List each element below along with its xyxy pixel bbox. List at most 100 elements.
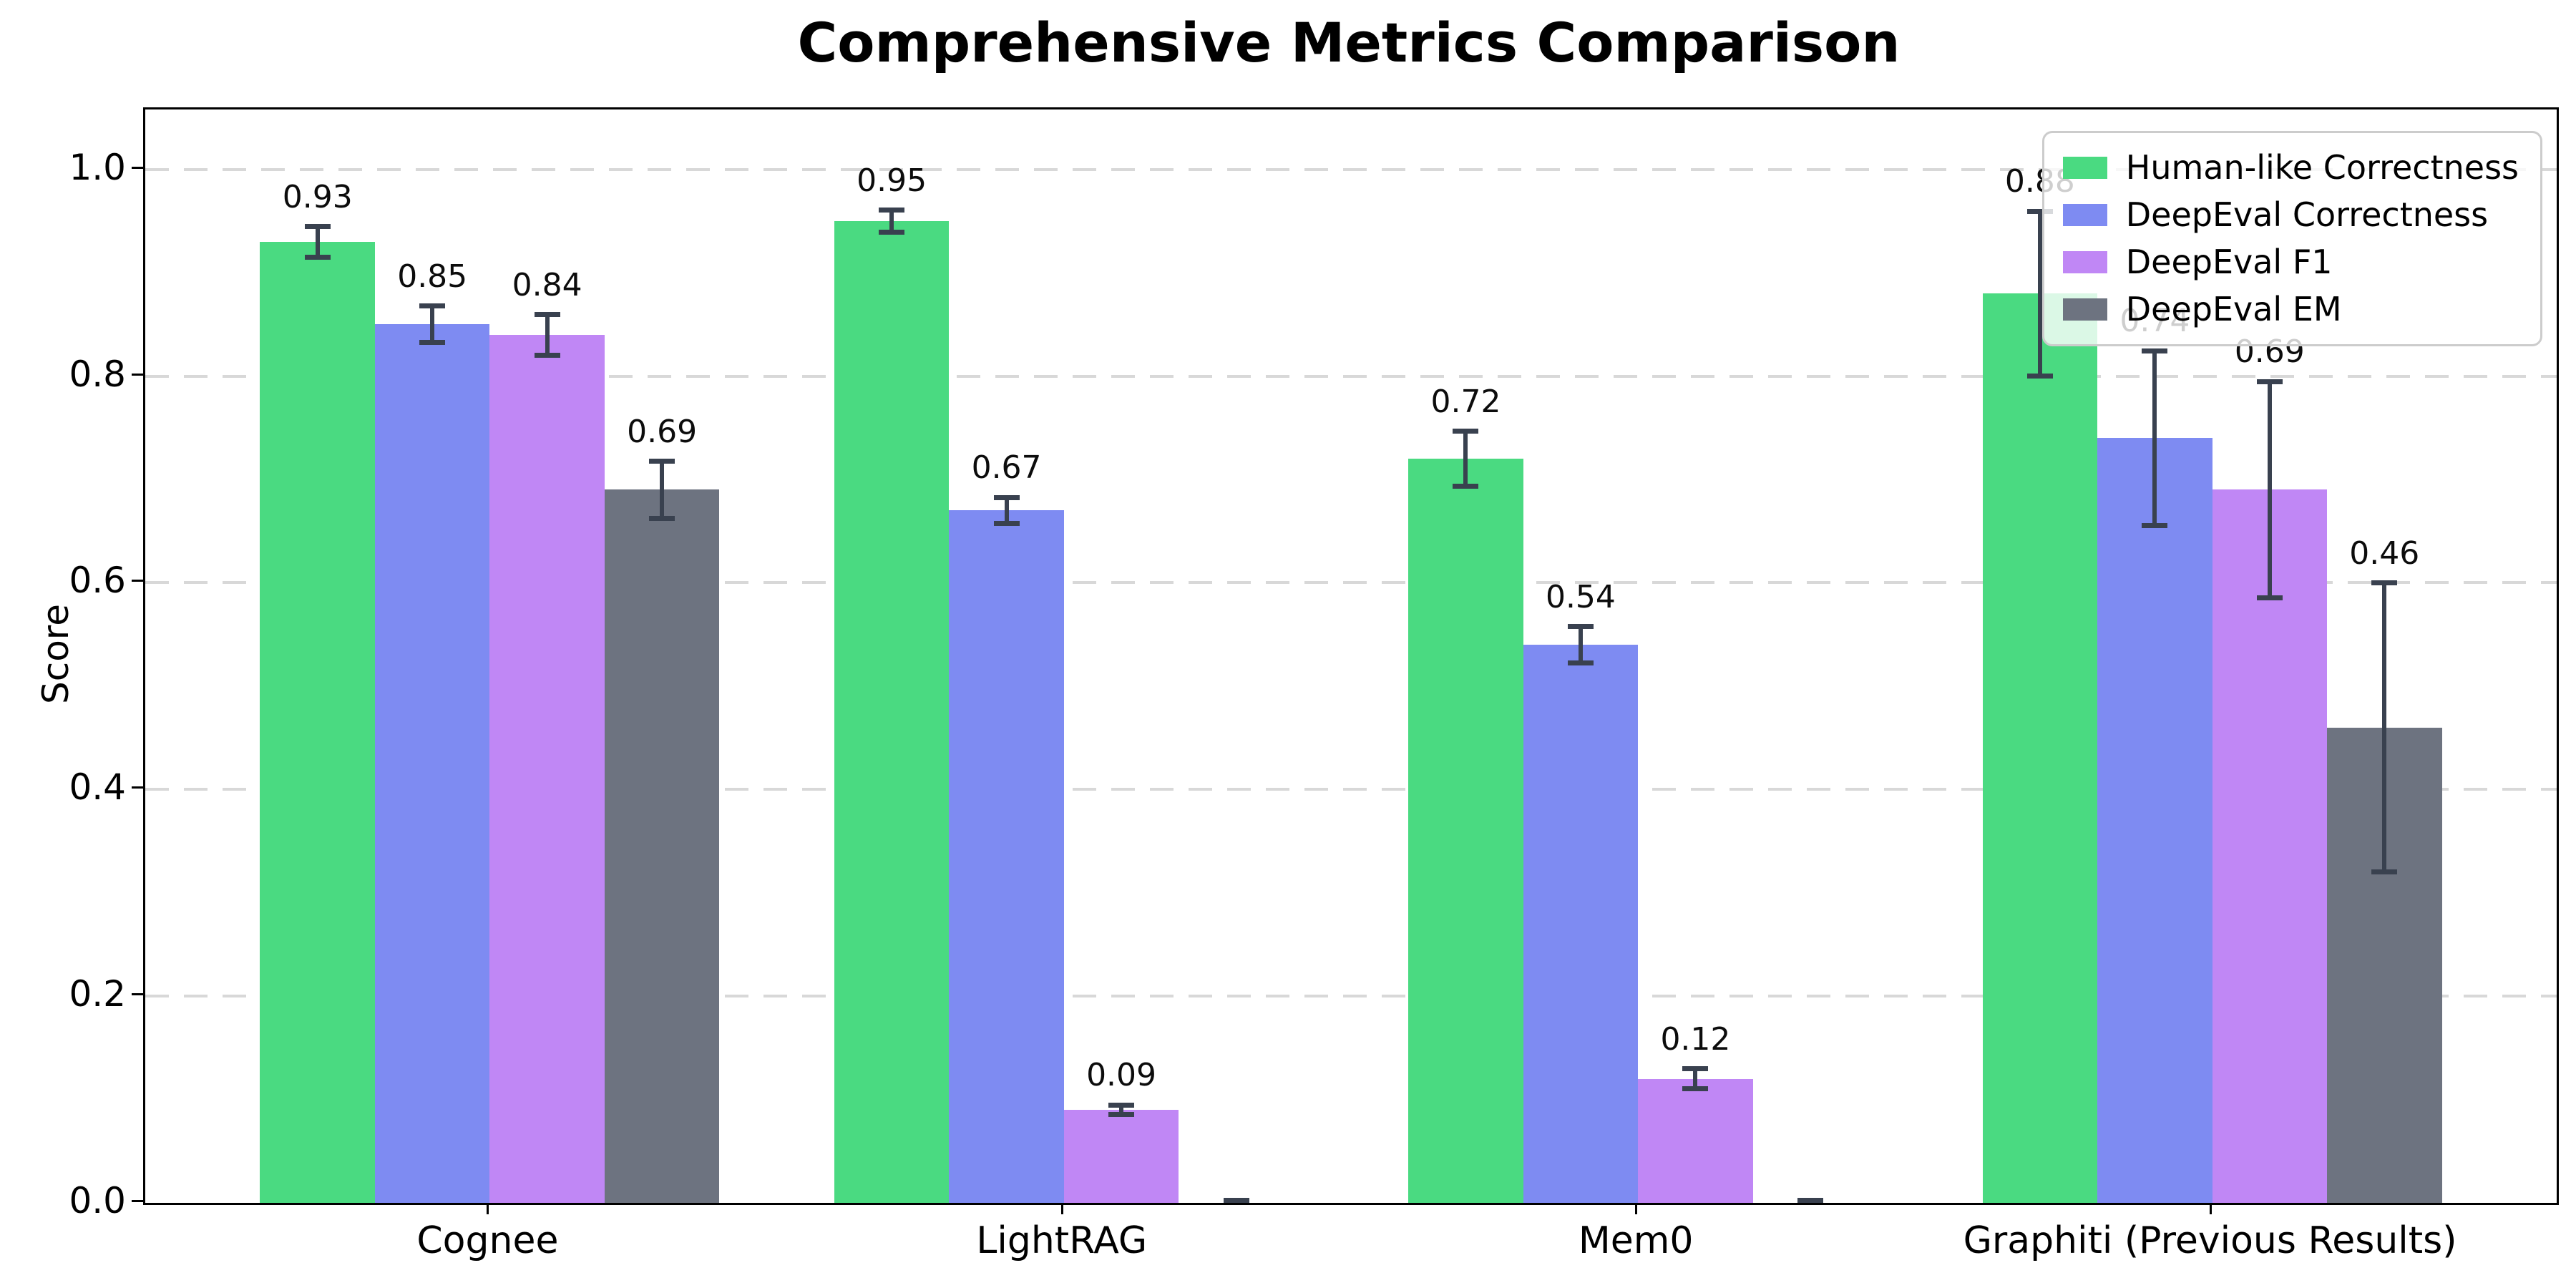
error-bar [2152, 350, 2157, 527]
legend-row: Human-like Correctness [2062, 148, 2519, 187]
error-bar-cap-bottom [534, 352, 560, 358]
bar [1523, 645, 1639, 1203]
value-label: 0.93 [282, 178, 353, 215]
error-bar-cap-top [1223, 1197, 1249, 1203]
error-bar-cap-top [2256, 379, 2283, 384]
value-label: 0.46 [2349, 535, 2420, 572]
error-bar-cap-top [1682, 1066, 1709, 1072]
value-label: 0.69 [627, 413, 698, 450]
error-bar-cap-bottom [879, 229, 905, 235]
y-tick-label: 0.0 [69, 1180, 126, 1221]
error-bar-cap-bottom [649, 515, 675, 521]
legend-swatch [2062, 250, 2107, 273]
legend-row: DeepEval Correctness [2062, 195, 2519, 234]
x-tick-mark [2209, 1203, 2212, 1214]
legend-label: DeepEval Correctness [2125, 195, 2489, 234]
gridline [145, 995, 2557, 998]
error-bar-cap-top [2142, 348, 2168, 353]
bar [1408, 459, 1523, 1203]
bar [260, 241, 375, 1203]
legend-label: Human-like Correctness [2125, 148, 2519, 187]
error-bar [660, 461, 665, 519]
value-label: 0.84 [512, 266, 582, 303]
error-bar-cap-top [2026, 208, 2053, 214]
value-label: 0.85 [397, 258, 468, 296]
error-bar-cap-bottom [2142, 523, 2168, 529]
bar [2212, 489, 2328, 1203]
error-bar [2267, 381, 2272, 599]
error-bar-cap-top [1797, 1197, 1823, 1203]
bar [834, 220, 950, 1203]
legend-row: DeepEval EM [2062, 290, 2519, 328]
error-bar [1693, 1068, 1698, 1090]
value-label: 0.95 [857, 162, 927, 199]
y-tick-mark [132, 1200, 143, 1202]
x-tick-label: LightRAG [976, 1219, 1148, 1262]
error-bar-cap-bottom [1453, 484, 1479, 489]
error-bar [430, 306, 435, 343]
error-bar-cap-top [1453, 429, 1479, 434]
error-bar-cap-top [2371, 580, 2398, 586]
value-label: 0.12 [1660, 1020, 1731, 1058]
error-bar [545, 313, 550, 356]
y-tick-label: 0.4 [69, 766, 126, 809]
error-bar-cap-bottom [419, 340, 446, 346]
error-bar-cap-top [879, 208, 905, 213]
error-bar [1004, 497, 1009, 525]
bar [2097, 438, 2212, 1203]
gridline [145, 581, 2557, 585]
error-bar-cap-bottom [2371, 869, 2398, 874]
error-bar-cap-top [534, 311, 560, 317]
error-bar-cap-top [1567, 624, 1594, 630]
chart-title: Comprehensive Metrics Comparison [797, 11, 1901, 74]
error-bar-cap-bottom [1797, 1203, 1823, 1205]
error-bar-cap-bottom [1108, 1112, 1135, 1118]
error-bar-cap-top [304, 224, 331, 230]
error-bar-cap-bottom [304, 254, 331, 260]
error-bar-cap-bottom [2256, 595, 2283, 601]
plot-area: 0.930.950.720.880.850.670.540.740.840.09… [143, 107, 2559, 1205]
y-tick-label: 0.8 [69, 353, 126, 395]
legend-label: DeepEval F1 [2125, 242, 2333, 281]
value-label: 0.67 [971, 449, 1042, 487]
x-tick-label: Graphiti (Previous Results) [1963, 1219, 2457, 1262]
y-tick-mark [132, 993, 143, 996]
error-bar-cap-bottom [1682, 1086, 1709, 1092]
error-bar [2382, 582, 2387, 872]
x-tick-label: Cognee [416, 1219, 559, 1262]
y-tick-label: 1.0 [69, 146, 126, 188]
gridline [145, 374, 2557, 378]
error-bar-cap-top [419, 303, 446, 309]
bar [949, 510, 1064, 1203]
error-bar-cap-bottom [1567, 660, 1594, 666]
error-bar-cap-top [649, 459, 675, 464]
legend-swatch [2062, 203, 2107, 226]
y-tick-mark [132, 166, 143, 169]
y-tick-label: 0.6 [69, 560, 126, 602]
legend-swatch [2062, 156, 2107, 179]
error-bar [889, 210, 894, 233]
gridline [145, 167, 2557, 171]
error-bar [2037, 210, 2042, 376]
error-bar [315, 226, 320, 258]
bar [489, 334, 605, 1203]
error-bar-cap-bottom [2026, 373, 2053, 379]
x-tick-label: Mem0 [1578, 1219, 1694, 1262]
y-tick-mark [132, 786, 143, 789]
legend: Human-like Correctness DeepEval Correctne… [2041, 131, 2542, 346]
bar [1982, 293, 2098, 1203]
y-tick-mark [132, 580, 143, 582]
value-label: 0.09 [1086, 1057, 1157, 1094]
value-label: 0.54 [1545, 578, 1616, 615]
legend-row: DeepEval F1 [2062, 242, 2519, 281]
bar [1063, 1110, 1179, 1203]
error-bar-cap-top [993, 494, 1020, 500]
y-tick-label: 0.2 [69, 973, 126, 1015]
bar [374, 324, 490, 1203]
x-tick-mark [487, 1203, 489, 1214]
value-label: 0.72 [1430, 383, 1501, 420]
y-tick-mark [132, 373, 143, 376]
gridline [145, 788, 2557, 791]
y-axis-label: Score [35, 603, 77, 705]
error-bar [1119, 1104, 1124, 1116]
